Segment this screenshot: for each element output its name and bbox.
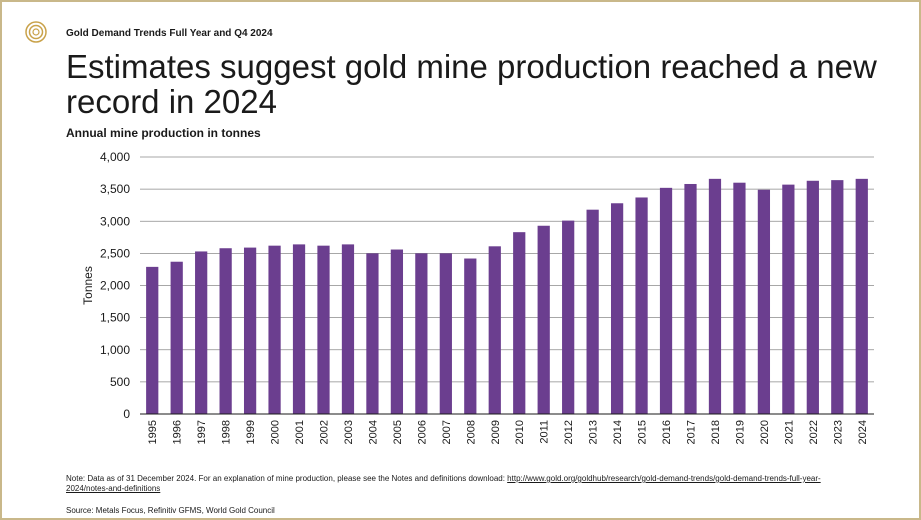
x-tick-label: 2000 [270, 420, 282, 444]
x-tick-label: 2009 [490, 420, 502, 444]
y-tick-label: 3,500 [100, 182, 130, 196]
bar-2002 [317, 245, 330, 414]
bar-2022 [806, 180, 819, 414]
x-tick-label: 2010 [514, 420, 526, 444]
chart-subtitle: Annual mine production in tonnes [66, 126, 261, 140]
x-tick-label: 1995 [147, 420, 159, 444]
x-tick-label: 1996 [172, 420, 184, 444]
bar-2007 [439, 253, 452, 414]
bar-2009 [488, 246, 501, 414]
bar-1997 [195, 251, 208, 414]
x-tick-label: 2018 [710, 420, 722, 444]
bar-2017 [684, 183, 697, 414]
bar-2011 [537, 225, 550, 414]
bar-1998 [219, 248, 232, 414]
bar-2012 [562, 220, 575, 414]
x-tick-label: 1998 [221, 420, 233, 444]
x-tick-label: 1999 [245, 420, 257, 444]
bar-2004 [366, 253, 379, 414]
x-tick-label: 2022 [808, 420, 820, 444]
x-tick-label: 2006 [416, 420, 428, 444]
gold-ring-logo-icon [25, 21, 47, 43]
x-tick-label: 2012 [563, 420, 575, 444]
document-title: Gold Demand Trends Full Year and Q4 2024 [66, 28, 273, 39]
x-tick-label: 2003 [343, 420, 355, 444]
bar-2006 [415, 253, 428, 414]
x-tick-label: 2023 [832, 420, 844, 444]
x-tick-label: 2008 [465, 420, 477, 444]
bar-2001 [292, 244, 306, 414]
bar-2021 [782, 184, 795, 414]
x-tick-label: 2014 [612, 420, 624, 444]
bar-2019 [733, 182, 746, 414]
x-tick-label: 2001 [294, 420, 306, 444]
bar-2016 [659, 187, 673, 414]
bar-2024 [855, 178, 868, 414]
x-tick-label: 2005 [392, 420, 404, 444]
y-tick-label: 1,000 [100, 343, 130, 357]
x-tick-label: 2011 [539, 420, 551, 444]
notes-definitions-link[interactable]: http://www.gold.org/goldhub/research/gol… [66, 474, 821, 493]
y-tick-label: 1,500 [100, 311, 130, 325]
x-tick-label: 2017 [686, 420, 698, 444]
bar-chart: 0 500 1,000 1,500 2,000 2,500 3,000 3,500 4,000 T… [81, 150, 874, 444]
x-tick-label: 2021 [783, 420, 795, 444]
y-tick-label: 4,000 [100, 150, 130, 164]
bar-2003 [341, 244, 355, 414]
x-tick-label: 2004 [367, 420, 379, 444]
x-tick-label: 1997 [196, 420, 208, 444]
x-tick-label: 2002 [319, 420, 331, 444]
bar-1995 [146, 266, 159, 414]
x-tick-label: 2007 [441, 420, 453, 444]
bar-1999 [243, 247, 257, 414]
bar-1996 [170, 261, 183, 414]
y-axis-label: Tonnes [81, 266, 95, 305]
y-tick-label: 0 [123, 407, 130, 421]
footnote-text: Note: Data as of 31 December 2024. For a… [66, 474, 508, 483]
bar-2020 [757, 189, 771, 414]
x-tick-label: 2013 [588, 420, 600, 444]
bar-2010 [513, 232, 526, 414]
x-tick-label: 2016 [661, 420, 673, 444]
bar-2008 [464, 258, 477, 414]
x-tick-label: 2015 [637, 420, 649, 444]
y-tick-label: 2,500 [100, 246, 130, 260]
y-tick-label: 2,000 [100, 279, 130, 293]
x-tick-label: 2019 [734, 420, 746, 444]
bar-2013 [586, 209, 599, 414]
source-line: Source: Metals Focus, Refinitiv GFMS, Wo… [66, 506, 275, 515]
y-tick-label: 3,000 [100, 214, 130, 228]
bar-2023 [831, 180, 844, 414]
footnote: Note: Data as of 31 December 2024. For a… [66, 474, 826, 494]
x-tick-label: 2024 [857, 420, 869, 444]
x-tick-label: 2020 [759, 420, 771, 444]
y-tick-label: 500 [110, 375, 130, 389]
bar-2015 [635, 197, 648, 414]
bar-2005 [390, 249, 404, 414]
bar-2018 [708, 178, 722, 414]
bar-2000 [268, 245, 281, 414]
bar-2014 [610, 203, 624, 414]
page-headline: Estimates suggest gold mine production r… [66, 48, 877, 120]
